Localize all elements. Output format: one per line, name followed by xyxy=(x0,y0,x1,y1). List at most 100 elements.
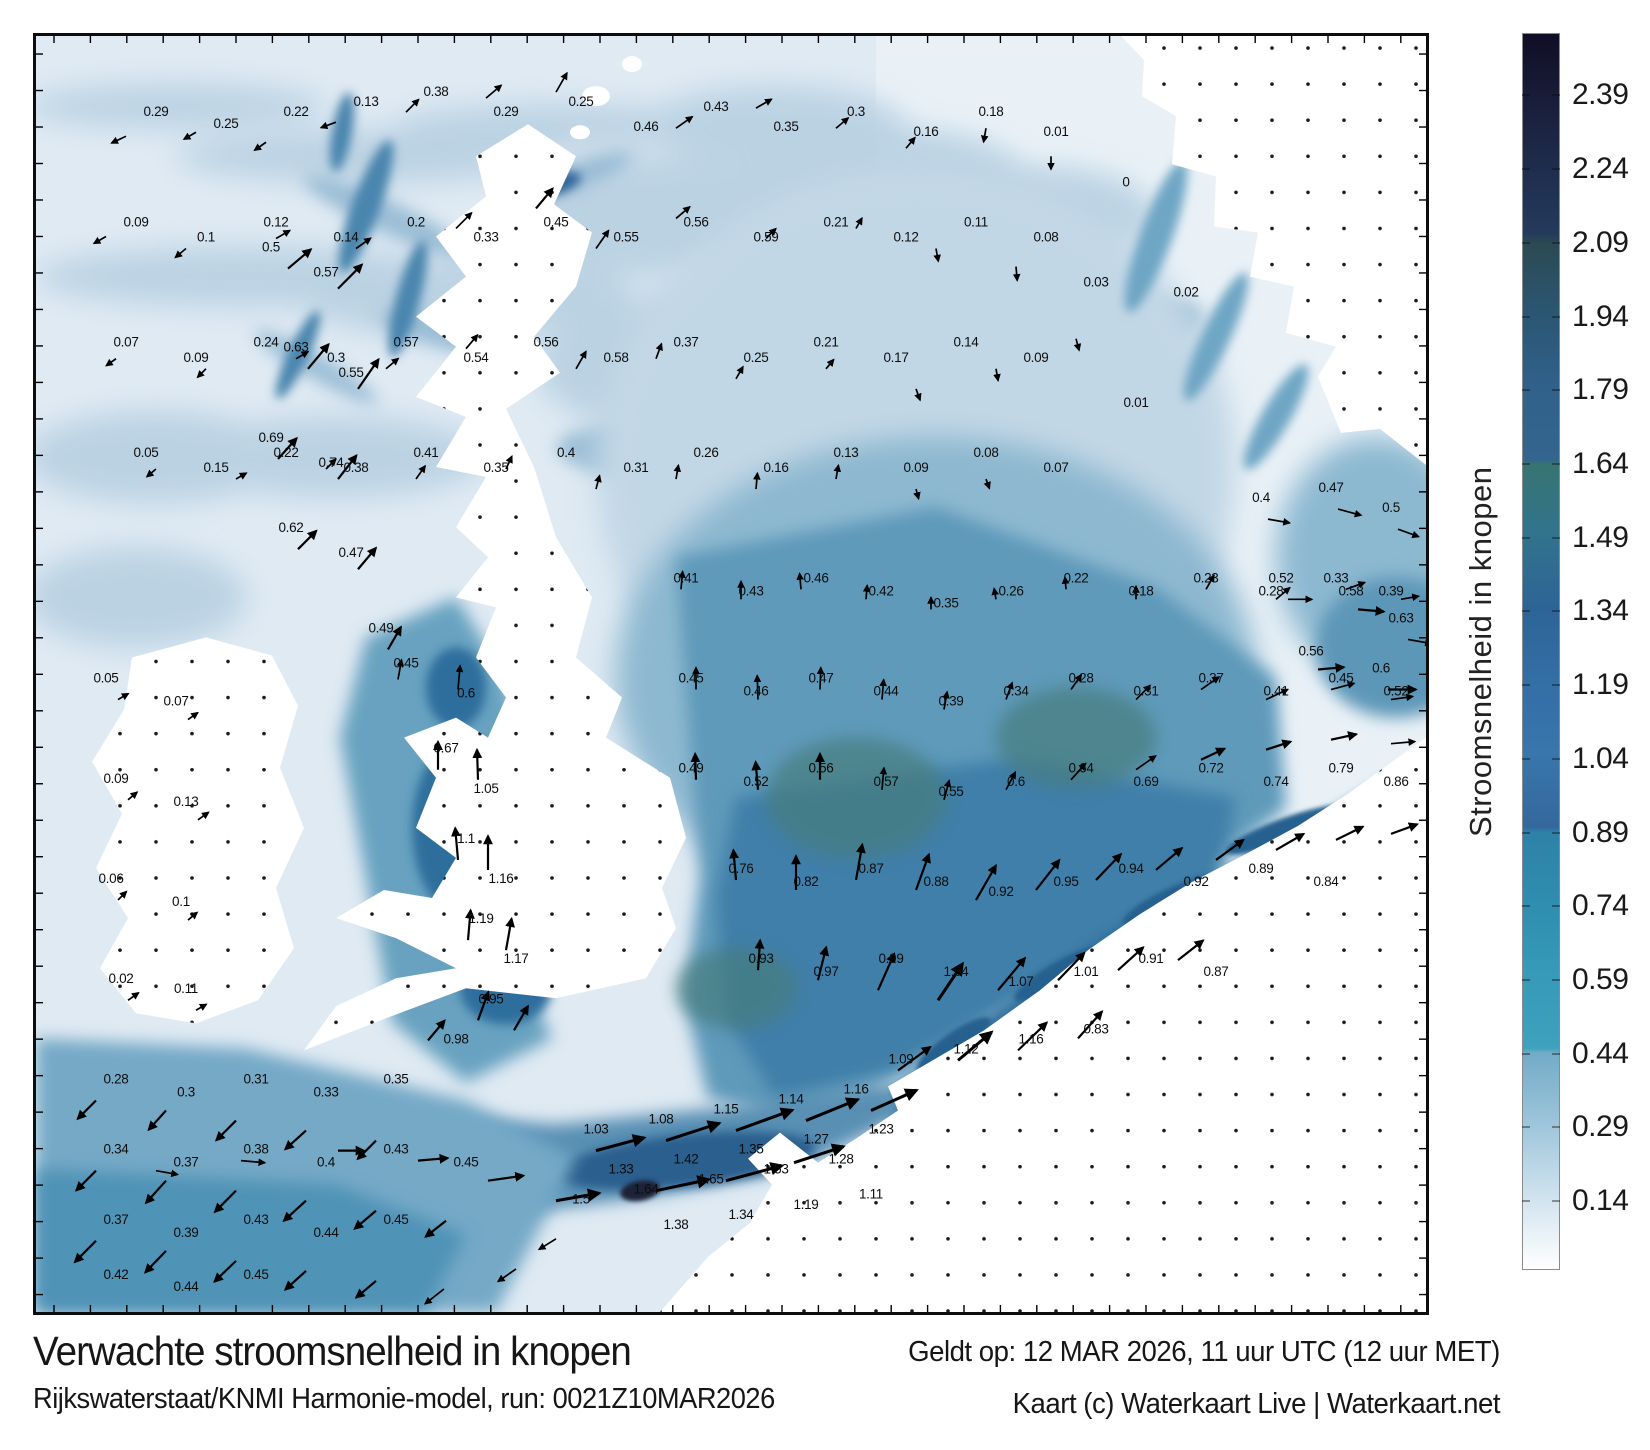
speed-value-label: 1.35 xyxy=(738,1142,763,1157)
speed-value-label: 0.43 xyxy=(243,1212,268,1227)
speed-value-label: 0.57 xyxy=(313,265,338,280)
speed-value-label: 0.18 xyxy=(1128,583,1153,598)
current-arrow xyxy=(993,368,1001,382)
current-arrow xyxy=(487,1171,526,1182)
channel-race-dark xyxy=(620,1180,660,1202)
current-arrow xyxy=(387,625,402,650)
speed-value-label: 1.64 xyxy=(633,1182,659,1197)
current-arrow xyxy=(213,1260,237,1283)
current-arrow xyxy=(1265,688,1290,701)
current-arrow xyxy=(213,1189,237,1214)
speed-value-label: 0.31 xyxy=(243,1071,268,1086)
colorbar-tick-mark xyxy=(1522,831,1530,834)
speed-value-label: 0.17 xyxy=(883,350,908,365)
current-arrow xyxy=(504,916,516,951)
speed-value-label: 0.49 xyxy=(368,620,393,635)
current-arrow xyxy=(337,263,364,290)
speed-value-label: 0.12 xyxy=(893,229,918,244)
current-arrow xyxy=(537,1238,557,1251)
speed-value-label: 0.45 xyxy=(543,214,568,229)
speed-value-label: 0.13 xyxy=(833,445,858,460)
colorbar-tick-mark xyxy=(1522,241,1530,244)
current-arrow xyxy=(1017,1021,1049,1052)
current-arrow xyxy=(1200,676,1221,691)
speed-value-label: 0.06 xyxy=(98,871,123,886)
colorbar-tick-mark xyxy=(1522,1200,1530,1203)
current-arrow xyxy=(485,84,503,99)
current-arrow xyxy=(337,453,358,480)
colorbar-tick-label: 1.19 xyxy=(1572,668,1629,702)
speed-value-label: 0.18 xyxy=(978,104,1003,119)
speed-value-label: 0.25 xyxy=(743,350,768,365)
current-arrow xyxy=(1275,586,1291,600)
speed-value-label: 1.16 xyxy=(1018,1031,1043,1046)
speed-value-label: 0.45 xyxy=(393,655,418,670)
current-arrow xyxy=(1357,605,1386,616)
speed-value-label: 0.02 xyxy=(108,971,133,986)
speed-value-label: 1.23 xyxy=(868,1122,893,1137)
speed-value-label: 0.72 xyxy=(1198,761,1223,776)
colorbar-tick-mark xyxy=(1552,536,1560,539)
current-arrow xyxy=(297,529,318,550)
model-run-text: Rijkswaterstaat/KNMI Harmonie-model, run… xyxy=(33,1383,775,1415)
current-arrow xyxy=(673,463,682,480)
speed-value-label: 0.28 xyxy=(103,1071,128,1086)
current-arrow xyxy=(991,587,999,600)
current-arrow xyxy=(805,1097,861,1122)
speed-value-label: 0.92 xyxy=(1183,874,1208,889)
current-arrow xyxy=(143,1250,167,1274)
model-run-caption: Rijkswaterstaat/KNMI Harmonie-model, run… xyxy=(33,1383,822,1416)
credit-caption: Kaart (c) Waterkaart Live | Waterkaart.n… xyxy=(987,1388,1501,1421)
speed-value-label: 0.13 xyxy=(173,794,198,809)
current-arrow xyxy=(1330,731,1359,741)
speed-value-label: 0.39 xyxy=(1378,583,1403,598)
speed-value-label: 1.19 xyxy=(468,911,493,926)
speed-value-label: 0.08 xyxy=(973,445,998,460)
speed-value-label: 1.33 xyxy=(608,1162,633,1177)
speed-value-label: 1.42 xyxy=(673,1152,698,1167)
speed-value-label: 0.52 xyxy=(743,774,768,789)
speed-value-label: 1.17 xyxy=(503,951,528,966)
current-arrow xyxy=(396,658,405,680)
current-arrow xyxy=(1077,1010,1104,1040)
current-arrow xyxy=(555,71,568,93)
speed-value-label: 0.45 xyxy=(243,1267,268,1282)
current-arrow xyxy=(655,342,663,360)
current-arrow xyxy=(862,584,871,600)
speed-value-label: 0.98 xyxy=(443,1031,468,1046)
map-canvas: 0.29 0.25 0.22 0.13 0.38 0.29 0.25 0.46 0.43 0.35… xyxy=(36,36,1426,1312)
current-arrow xyxy=(1005,681,1014,700)
current-arrow xyxy=(117,692,130,701)
colorbar-tick-mark xyxy=(1552,389,1560,392)
value-labels-layer: 0.29 0.25 0.22 0.13 0.38 0.29 0.25 0.46 0.43 0.35… xyxy=(93,84,1413,1294)
speed-value-label: 0.37 xyxy=(103,1212,128,1227)
current-arrow xyxy=(147,1109,167,1132)
speed-value-label: 0.02 xyxy=(1173,285,1198,300)
skagerrak-deep xyxy=(1316,577,1426,718)
speed-value-label: 0.09 xyxy=(183,350,208,365)
speed-value-label: 0.94 xyxy=(1118,861,1144,876)
speed-value-label: 0.64 xyxy=(1068,761,1094,776)
colorbar-tick-label: 1.34 xyxy=(1572,594,1629,628)
speed-value-label: 0.49 xyxy=(678,761,703,776)
current-arrow xyxy=(117,890,128,901)
current-arrow xyxy=(1390,693,1415,702)
speed-value-label: 0.43 xyxy=(703,99,728,114)
speed-value-label: 0.41 xyxy=(413,445,438,460)
current-arrow xyxy=(943,779,952,801)
colorbar-tick-mark xyxy=(1522,389,1530,392)
map-title-text: Verwachte stroomsnelheid in knopen xyxy=(33,1328,632,1374)
current-arrow xyxy=(936,961,964,1002)
speed-value-label: 0.79 xyxy=(1328,761,1353,776)
speed-value-label: 0.59 xyxy=(753,229,778,244)
current-arrow xyxy=(595,229,610,249)
speed-value-label: 0.84 xyxy=(1313,874,1339,889)
speed-value-label: 0.22 xyxy=(1063,570,1088,585)
speed-value-label: 0.46 xyxy=(743,684,768,699)
current-arrow xyxy=(1267,518,1292,526)
colorbar-tick-mark xyxy=(1552,463,1560,465)
valid-time-text: Geldt op: 12 MAR 2026, 11 uur UTC (12 uu… xyxy=(908,1336,1500,1368)
current-arrow xyxy=(1012,266,1021,282)
speed-value-label: 0.43 xyxy=(738,583,763,598)
colorbar-tick-label: 2.39 xyxy=(1572,78,1629,112)
